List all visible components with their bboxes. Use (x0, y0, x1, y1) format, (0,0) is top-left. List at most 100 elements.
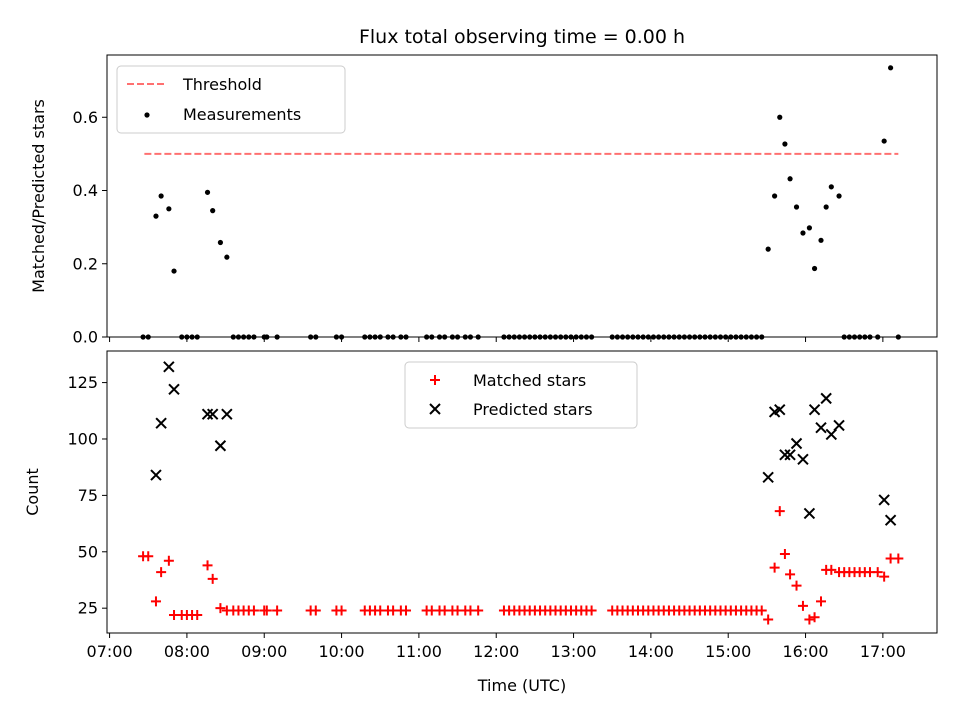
data-point (772, 193, 778, 199)
x-tick-label: 09:00 (241, 642, 287, 661)
data-point (872, 567, 883, 578)
x-tick-label: 15:00 (705, 642, 751, 661)
y-tick-label: 0.0 (73, 328, 98, 347)
data-point (820, 392, 832, 405)
data-point (156, 567, 167, 578)
data-point (797, 600, 808, 611)
data-point (809, 612, 820, 623)
data-point (221, 408, 233, 420)
y-tick-label: 0.4 (73, 181, 98, 200)
legend-entry: Predicted stars (473, 400, 593, 419)
x-tick-label: 07:00 (87, 642, 133, 661)
data-point (210, 208, 216, 214)
legend: Matched stars Predicted stars (404, 361, 638, 429)
data-point (800, 230, 806, 236)
data-point (879, 571, 890, 582)
data-point (192, 609, 203, 620)
data-point (248, 605, 259, 616)
data-point (153, 213, 159, 219)
data-point (888, 65, 894, 71)
data-point (806, 225, 813, 231)
legend-entry: Matched stars (473, 371, 586, 390)
data-point (261, 605, 272, 616)
data-point (787, 176, 793, 182)
data-point (206, 408, 219, 420)
y-tick-label: 100 (67, 429, 98, 448)
data-point (826, 564, 837, 575)
legend: Threshold Measurements (116, 65, 346, 134)
data-point (790, 437, 803, 450)
data-point (893, 553, 904, 564)
data-point (815, 421, 827, 434)
data-point (150, 469, 162, 481)
data-point (825, 428, 838, 441)
data-point (310, 605, 321, 616)
data-point (769, 562, 780, 573)
data-point (756, 605, 767, 616)
x-tick-label: 14:00 (628, 642, 674, 661)
data-point (163, 555, 174, 566)
y-tick-label: 75 (78, 486, 98, 505)
data-point (158, 193, 164, 199)
data-point (791, 580, 802, 591)
data-point (784, 449, 796, 461)
chart-title: Flux total observing time = 0.00 h (359, 26, 685, 48)
x-tick-label: 10:00 (319, 642, 365, 661)
legend-entry: Measurements (183, 105, 301, 124)
data-point (774, 506, 785, 517)
plot-frame (106, 350, 938, 634)
data-point (793, 204, 800, 210)
data-point (143, 551, 154, 562)
x-tick-label: 12:00 (473, 642, 519, 661)
data-point (202, 560, 213, 571)
data-point (828, 184, 834, 190)
data-point (779, 449, 791, 461)
data-point (765, 246, 771, 252)
data-point (473, 605, 484, 616)
x-tick-label: 17:00 (860, 642, 906, 661)
data-point (779, 549, 790, 560)
data-point (215, 603, 226, 614)
data-point (878, 494, 890, 506)
y-tick-label: 125 (67, 373, 98, 392)
data-point (171, 268, 177, 274)
legend-predicted-swatch (429, 403, 441, 415)
x-tick-label: 08:00 (164, 642, 210, 661)
data-point (168, 383, 180, 396)
data-point (163, 361, 175, 373)
data-point (881, 138, 887, 144)
data-point (804, 614, 815, 625)
data-point (811, 265, 818, 272)
data-point (150, 596, 161, 607)
data-point (217, 239, 224, 246)
y-axis-label: Matched/Predicted stars (29, 99, 48, 293)
data-point (816, 596, 827, 607)
data-point (166, 206, 172, 212)
data-point (823, 204, 829, 210)
data-point (272, 605, 283, 616)
data-point (803, 507, 816, 520)
y-axis-label: Count (23, 468, 42, 516)
data-point (782, 141, 788, 147)
data-point (833, 419, 845, 432)
data-point (201, 408, 214, 420)
x-tick-label: 16:00 (782, 642, 828, 661)
plot-frame (106, 54, 938, 338)
data-point (155, 417, 167, 429)
data-point (214, 440, 227, 452)
legend-matched-swatch (430, 375, 440, 385)
data-point (884, 514, 897, 526)
bottom-panel: 07:00 08:00 09:00 10:00 11:00 12:00 13:00 14:00… (23, 350, 938, 695)
data-point (785, 569, 796, 580)
data-point (763, 614, 774, 625)
data-point (818, 237, 824, 243)
data-point (808, 403, 821, 416)
y-tick-label: 0.2 (73, 254, 98, 273)
x-tick-label: 11:00 (396, 642, 442, 661)
y-tick-label: 50 (78, 542, 98, 561)
data-point (797, 453, 809, 465)
data-point (762, 471, 774, 484)
data-point (836, 193, 842, 199)
data-point (586, 605, 597, 616)
legend-box (404, 361, 638, 429)
